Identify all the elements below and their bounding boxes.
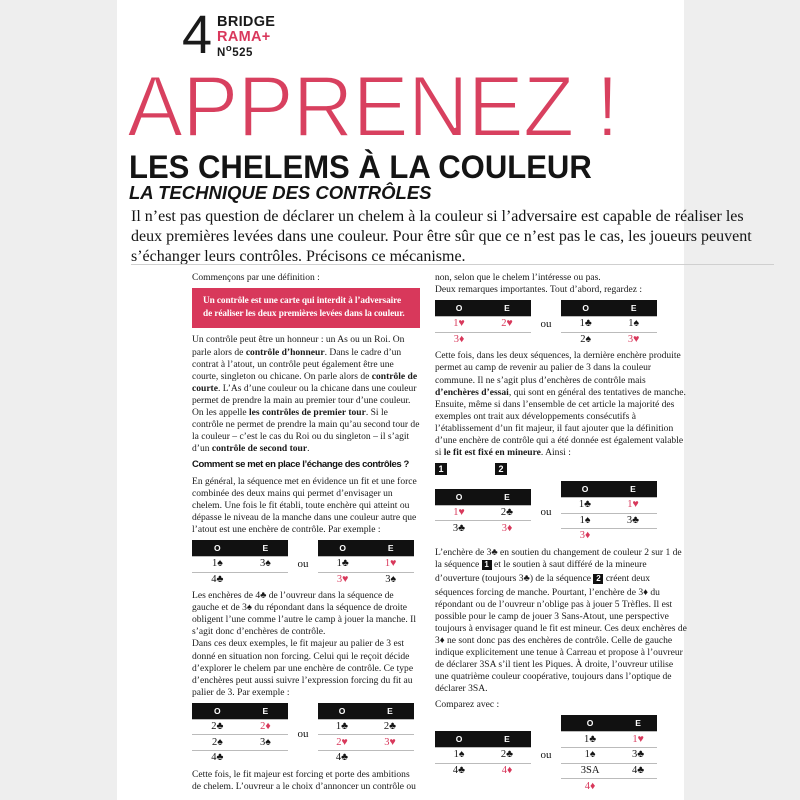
svg-text:APPRENEZ !: APPRENEZ !: [127, 60, 618, 155]
